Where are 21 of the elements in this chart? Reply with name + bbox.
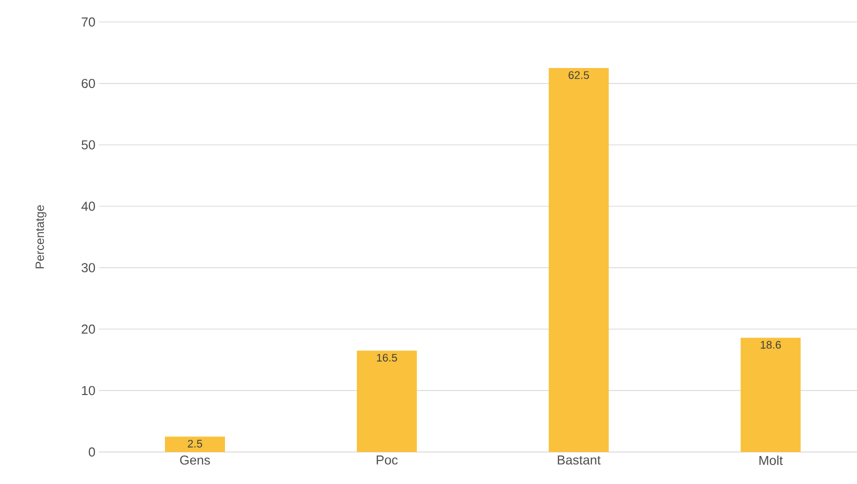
x-tick-label: Bastant <box>558 456 601 465</box>
y-tick-label: 0 <box>88 447 95 457</box>
bar <box>548 68 609 452</box>
y-tick-label: 10 <box>82 386 95 396</box>
y-tick-label: 20 <box>82 324 95 334</box>
y-axis-title: Percentatge <box>36 205 46 268</box>
x-tick-label: Gens <box>180 456 210 465</box>
y-tick-label: 60 <box>82 78 95 88</box>
x-tick-label: Molt <box>759 456 783 466</box>
y-tick-label: 30 <box>82 263 95 272</box>
y-tick-label: 70 <box>82 17 95 27</box>
data-label: 18.6 <box>760 340 781 349</box>
bar <box>356 350 417 452</box>
data-label: 62.5 <box>568 71 589 80</box>
data-label: 16.5 <box>377 354 398 362</box>
y-tick-label: 50 <box>82 140 95 150</box>
x-tick-label: Poc <box>376 456 398 465</box>
bar <box>740 338 801 452</box>
bar <box>164 436 225 452</box>
y-tick-label: 40 <box>81 202 95 211</box>
data-label: 2.5 <box>188 440 202 448</box>
